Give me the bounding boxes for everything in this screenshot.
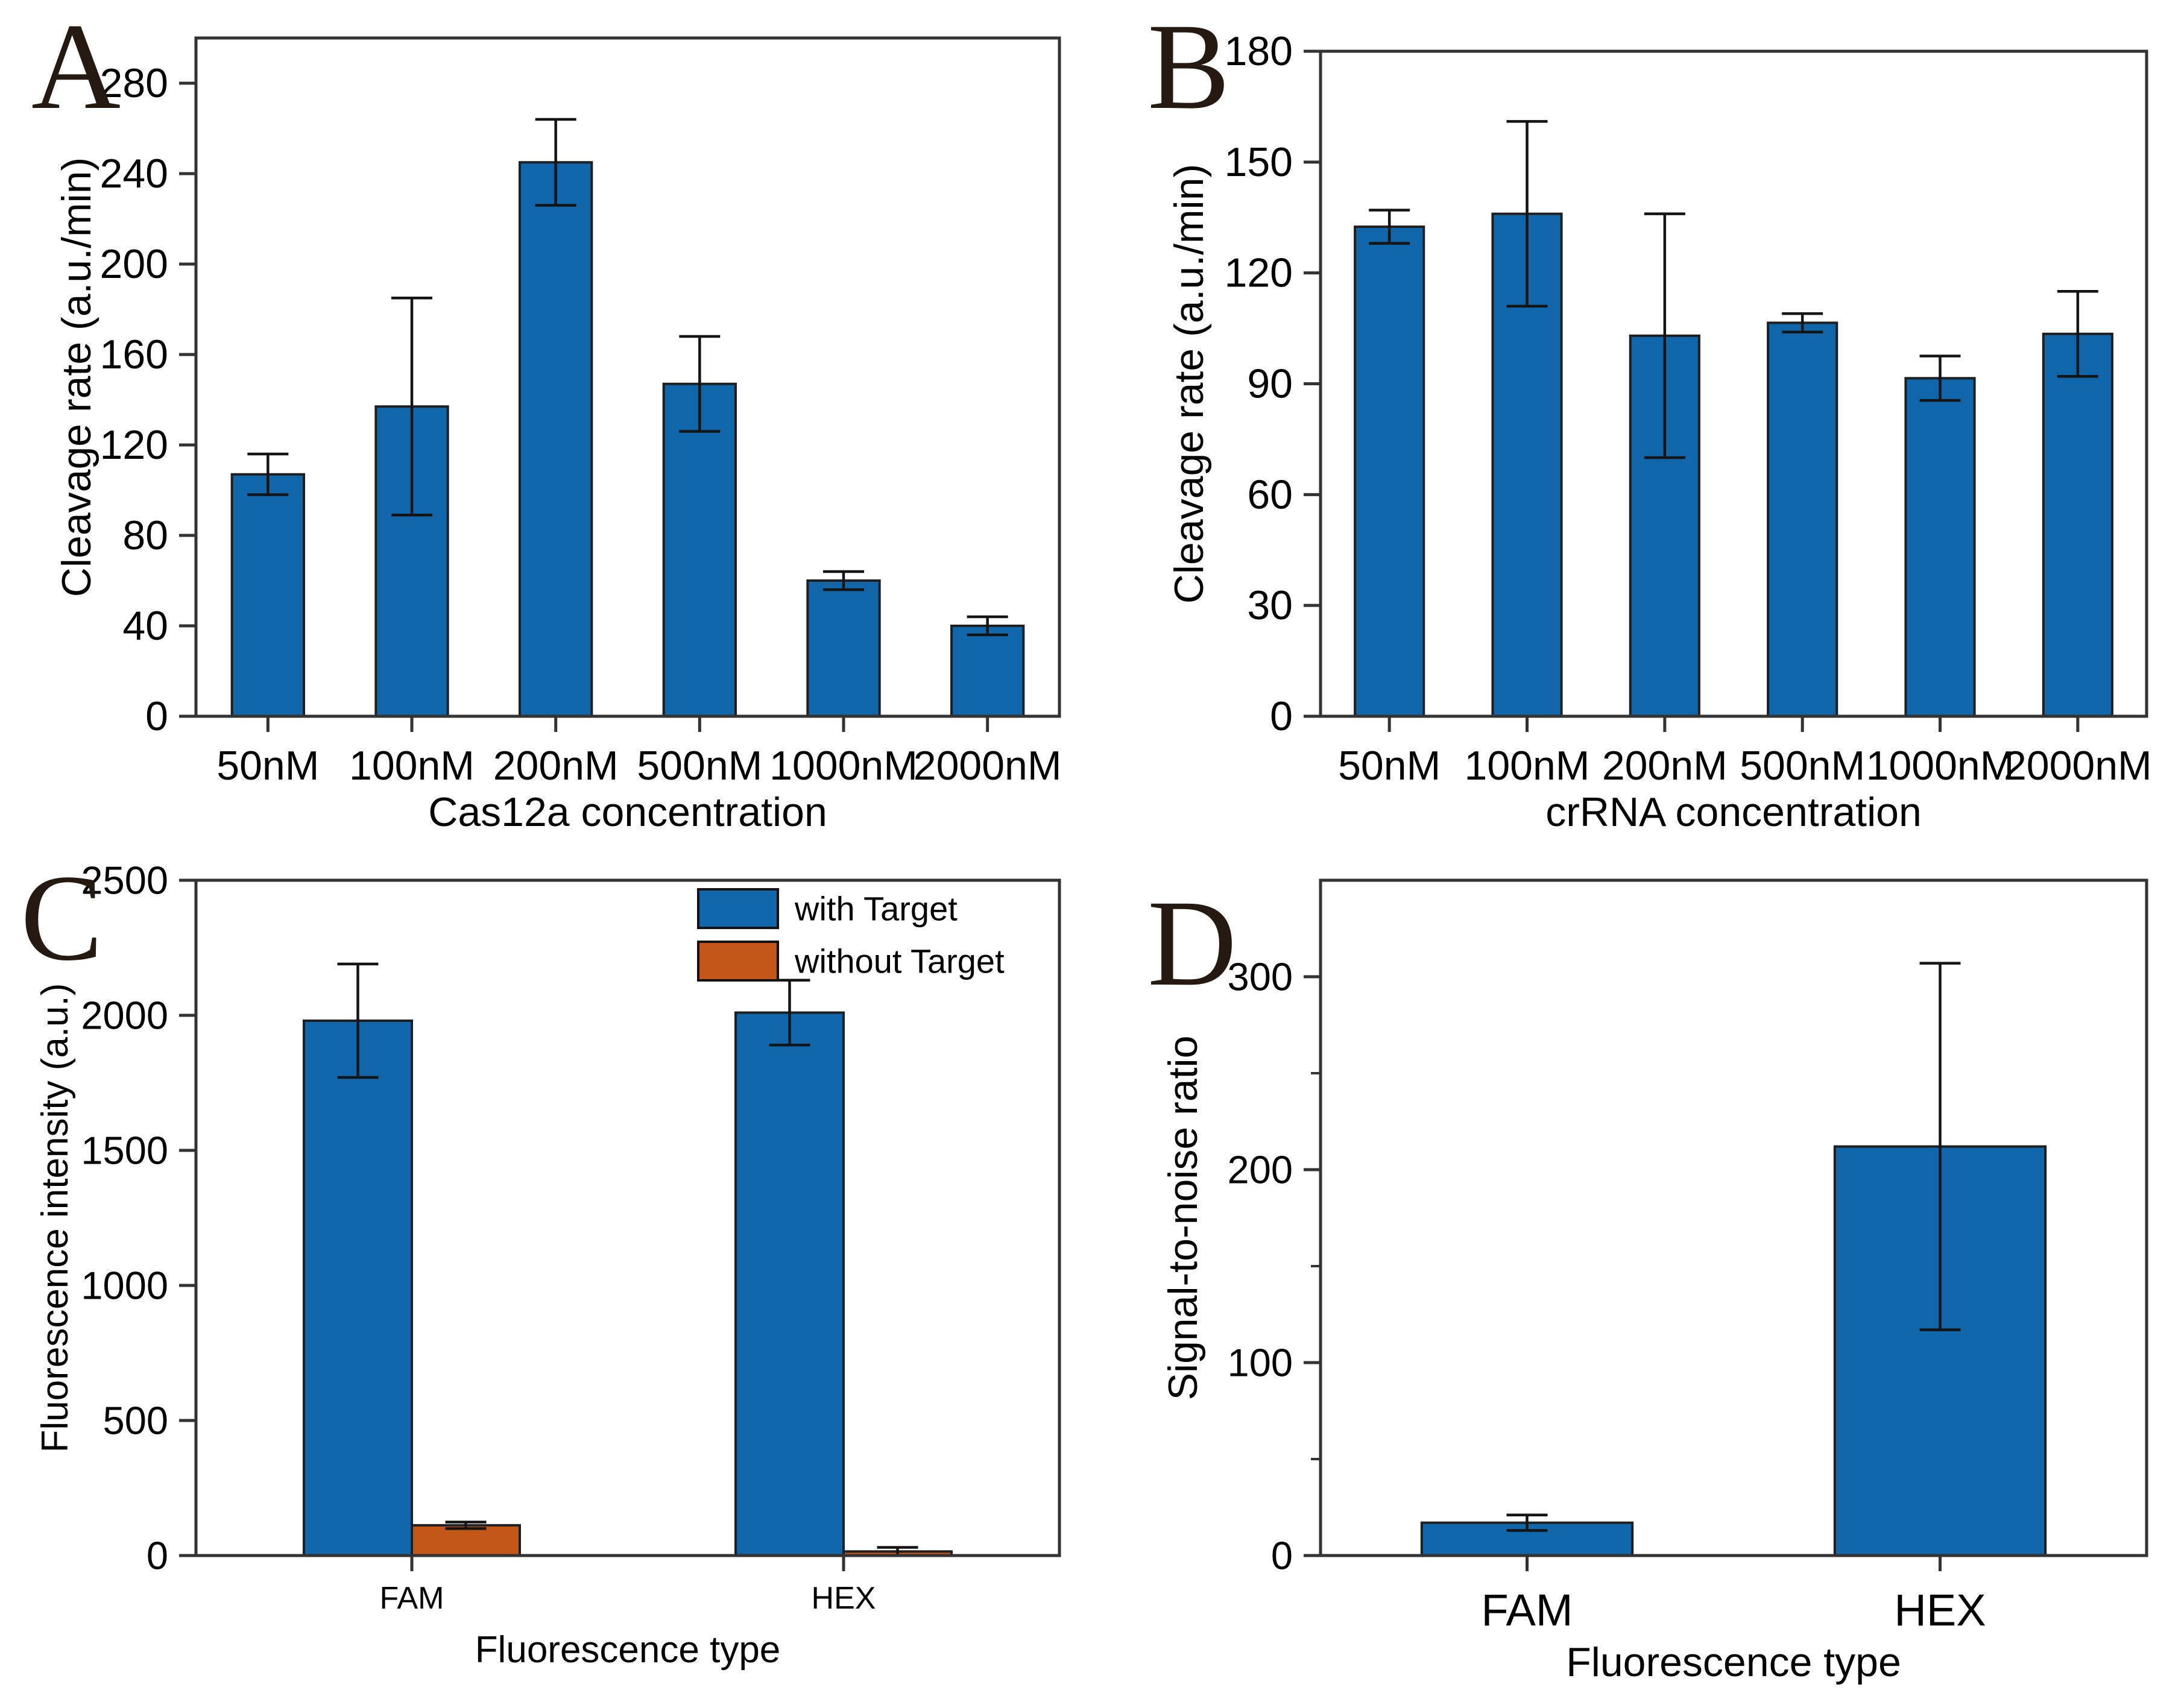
x-tick-label: 50nM [1338,743,1441,789]
y-tick-label: 240 [100,151,168,197]
y-tick-label: 150 [1225,139,1293,185]
y-tick-label: 500 [103,1399,168,1443]
bar [950,625,1025,717]
plot-frame [194,36,1061,718]
x-tick-label: 50nM [216,743,319,789]
y-tick-label: 160 [100,332,168,377]
y-tick-label: 0 [147,1534,168,1578]
x-axis: FAM HEX [1481,1556,1986,1635]
bar [230,473,305,717]
y-axis: 0 40 80 120 160 200 240 280 [100,60,196,739]
bar [662,382,737,717]
bar [303,1019,413,1557]
x-axis-title: Fluorescence type [1566,1639,1901,1685]
y-tick-label: 120 [1225,250,1293,296]
error-bars [247,118,1008,637]
x-axis-title: crRNA concentration [1545,789,1922,835]
x-tick-label: HEX [812,1581,876,1616]
y-tick-label: 100 [1228,1341,1293,1385]
y-tick-label: 60 [1247,471,1293,517]
y-tick-label: 0 [145,693,168,739]
plot-frame [194,878,1061,1557]
y-axis-title: Cleavage rate (a.u./min) [54,157,99,597]
x-tick-label: 1000nM [769,743,918,789]
y-tick-label: 300 [1228,955,1293,999]
x-axis-title: Cas12a concentration [428,789,827,835]
bars [230,161,1025,717]
bar-chart-cas12a-concentration: 0 40 80 120 160 200 240 280 50nM 100nM 200nM 500nM 1… [54,36,1062,835]
panel-a: A 0 40 80 120 160 200 240 280 50nM 100nM 200nM 500n… [0,0,1092,846]
y-axis: 0 30 60 90 120 150 180 [1225,28,1321,739]
legend-swatch [697,888,779,929]
bars [1354,212,2113,718]
legend: with Target without Target [697,888,1005,982]
bar [2042,332,2113,717]
panel-c-label: C [21,850,103,986]
panel-d-label: D [1147,875,1237,1012]
bars [303,1011,953,1557]
y-axis: 0 100 200 300 [1228,955,1321,1578]
panel-a-label: A [31,0,121,135]
y-axis-title: Fluorescence intensity (a.u.) [34,983,76,1453]
panel-b-label: B [1147,0,1230,135]
y-tick-label: 280 [100,60,168,106]
bar [734,1011,845,1557]
x-tick-label: 2000nM [914,743,1062,789]
y-tick-label: 1000 [81,1264,168,1308]
x-tick-label: FAM [380,1581,444,1616]
y-tick-label: 2000 [81,994,168,1038]
y-tick-label: 1500 [81,1129,168,1173]
panel-b: B 0 30 60 90 120 150 180 50nM 100nM 200nM 500nM 100… [1092,0,2184,846]
y-tick-label: 120 [100,422,168,468]
x-tick-label: 500nM [1740,743,1865,789]
y-tick-label: 2500 [81,859,168,903]
x-axis-title: Fluorescence type [475,1629,781,1671]
x-tick-label: 500nM [637,743,762,789]
y-axis-title: Signal-to-noise ratio [1160,1036,1206,1401]
x-tick-label: HEX [1894,1585,1986,1635]
bar-chart-fluorescence-intensity: 0 500 1000 1500 2000 2500 FAM HEX Fluorescence t… [34,859,1061,1671]
y-axis: 0 500 1000 1500 2000 2500 [81,859,196,1578]
error-bars [1506,962,1961,1532]
plot-frame [1319,878,2148,1557]
y-axis-title: Cleavage rate (a.u./min) [1166,164,1212,604]
y-tick-label: 30 [1247,582,1293,628]
bars [1420,1145,2047,1557]
bar [1767,321,1838,717]
bar-chart-crrna-concentration: 0 30 60 90 120 150 180 50nM 100nM 200nM 500nM 1000n… [1166,28,2152,835]
x-tick-label: 200nM [1602,743,1728,789]
bar [1354,225,1425,717]
bar [806,579,881,717]
error-bars [1369,120,2098,459]
bar [1904,377,1976,717]
legend-label: with Target [794,890,958,928]
x-tick-label: 100nM [1465,743,1590,789]
y-tick-label: 40 [122,603,168,649]
x-tick-label: 2000nM [2004,743,2152,789]
y-tick-label: 0 [1270,693,1293,739]
x-axis: FAM HEX [380,1556,876,1616]
y-tick-label: 80 [122,512,168,558]
x-tick-label: 200nM [493,743,619,789]
y-tick-label: 90 [1247,361,1293,407]
y-tick-label: 200 [100,241,168,287]
x-tick-label: 100nM [349,743,475,789]
legend-label: without Target [794,942,1005,980]
x-tick-label: 1000nM [1866,743,2015,789]
panel-d: D 0 100 200 300 FAM HEX Fluorescence type Signa… [1092,846,2184,1693]
bar [519,161,593,717]
panel-c: C 0 500 1000 1500 2000 2500 FAM HEX Fluorescence… [0,846,1092,1693]
plot-frame [1319,49,2148,718]
legend-swatch [697,941,779,982]
y-tick-label: 0 [1271,1534,1293,1578]
x-tick-label: FAM [1481,1585,1573,1635]
y-tick-label: 200 [1228,1148,1293,1192]
y-tick-label: 180 [1225,28,1293,74]
